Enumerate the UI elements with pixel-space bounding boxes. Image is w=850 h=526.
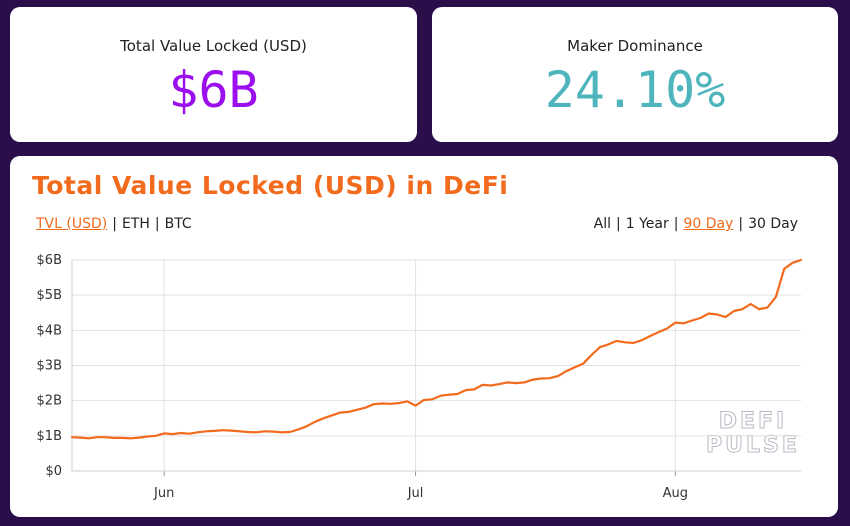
y-tick-label: $4B	[37, 323, 62, 338]
tvl-chart-card: Total Value Locked (USD) in DeFi TVL (US…	[10, 156, 838, 517]
tvl-line-chart: $0 $1B $2B $3B $4B $5B $6B Jun Jul Aug	[37, 253, 803, 501]
metric-toggle: TVL (USD) | ETH | BTC	[36, 216, 192, 232]
range-90-day-option[interactable]: 90 Day	[683, 216, 734, 232]
watermark-line-pulse: PULSE	[706, 433, 800, 458]
x-tick-label: Jun	[153, 486, 174, 501]
y-tick-label: $5B	[37, 288, 62, 303]
tvl-series-line	[70, 258, 803, 440]
y-tick-label: $6B	[37, 253, 62, 268]
separator: |	[154, 216, 160, 232]
x-tick-label: Aug	[663, 486, 688, 501]
maker-dominance-card: Maker Dominance 24.10%	[432, 7, 838, 142]
y-tick-label: $0	[45, 464, 62, 479]
watermark-line-defi: DEFI	[718, 409, 788, 434]
metric-eth-option[interactable]: ETH	[121, 216, 150, 232]
range-1-year-option[interactable]: 1 Year	[625, 216, 669, 232]
metric-tvl-usd-option[interactable]: TVL (USD)	[36, 216, 108, 232]
separator: |	[738, 216, 744, 232]
range-all-option[interactable]: All	[593, 216, 611, 232]
range-30-day-option[interactable]: 30 Day	[748, 216, 798, 232]
metric-btc-option[interactable]: BTC	[164, 216, 192, 232]
defi-pulse-watermark: DEFI PULSE	[706, 409, 800, 458]
separator: |	[112, 216, 117, 232]
range-toggle: All | 1 Year | 90 Day | 30 Day	[594, 216, 798, 232]
y-tick-label: $2B	[37, 394, 62, 409]
y-tick-label: $3B	[37, 359, 62, 374]
tvl-stat-card: Total Value Locked (USD) $6B	[10, 7, 417, 142]
maker-dominance-value: 24.10%	[544, 61, 726, 119]
separator: |	[616, 216, 621, 232]
chart-title: Total Value Locked (USD) in DeFi	[32, 171, 509, 200]
maker-dominance-label: Maker Dominance	[567, 37, 703, 55]
x-tick-label: Jul	[407, 486, 424, 501]
separator: |	[673, 216, 679, 232]
tvl-stat-label: Total Value Locked (USD)	[120, 37, 307, 55]
tvl-stat-value: $6B	[168, 61, 259, 119]
y-tick-label: $1B	[37, 429, 62, 444]
